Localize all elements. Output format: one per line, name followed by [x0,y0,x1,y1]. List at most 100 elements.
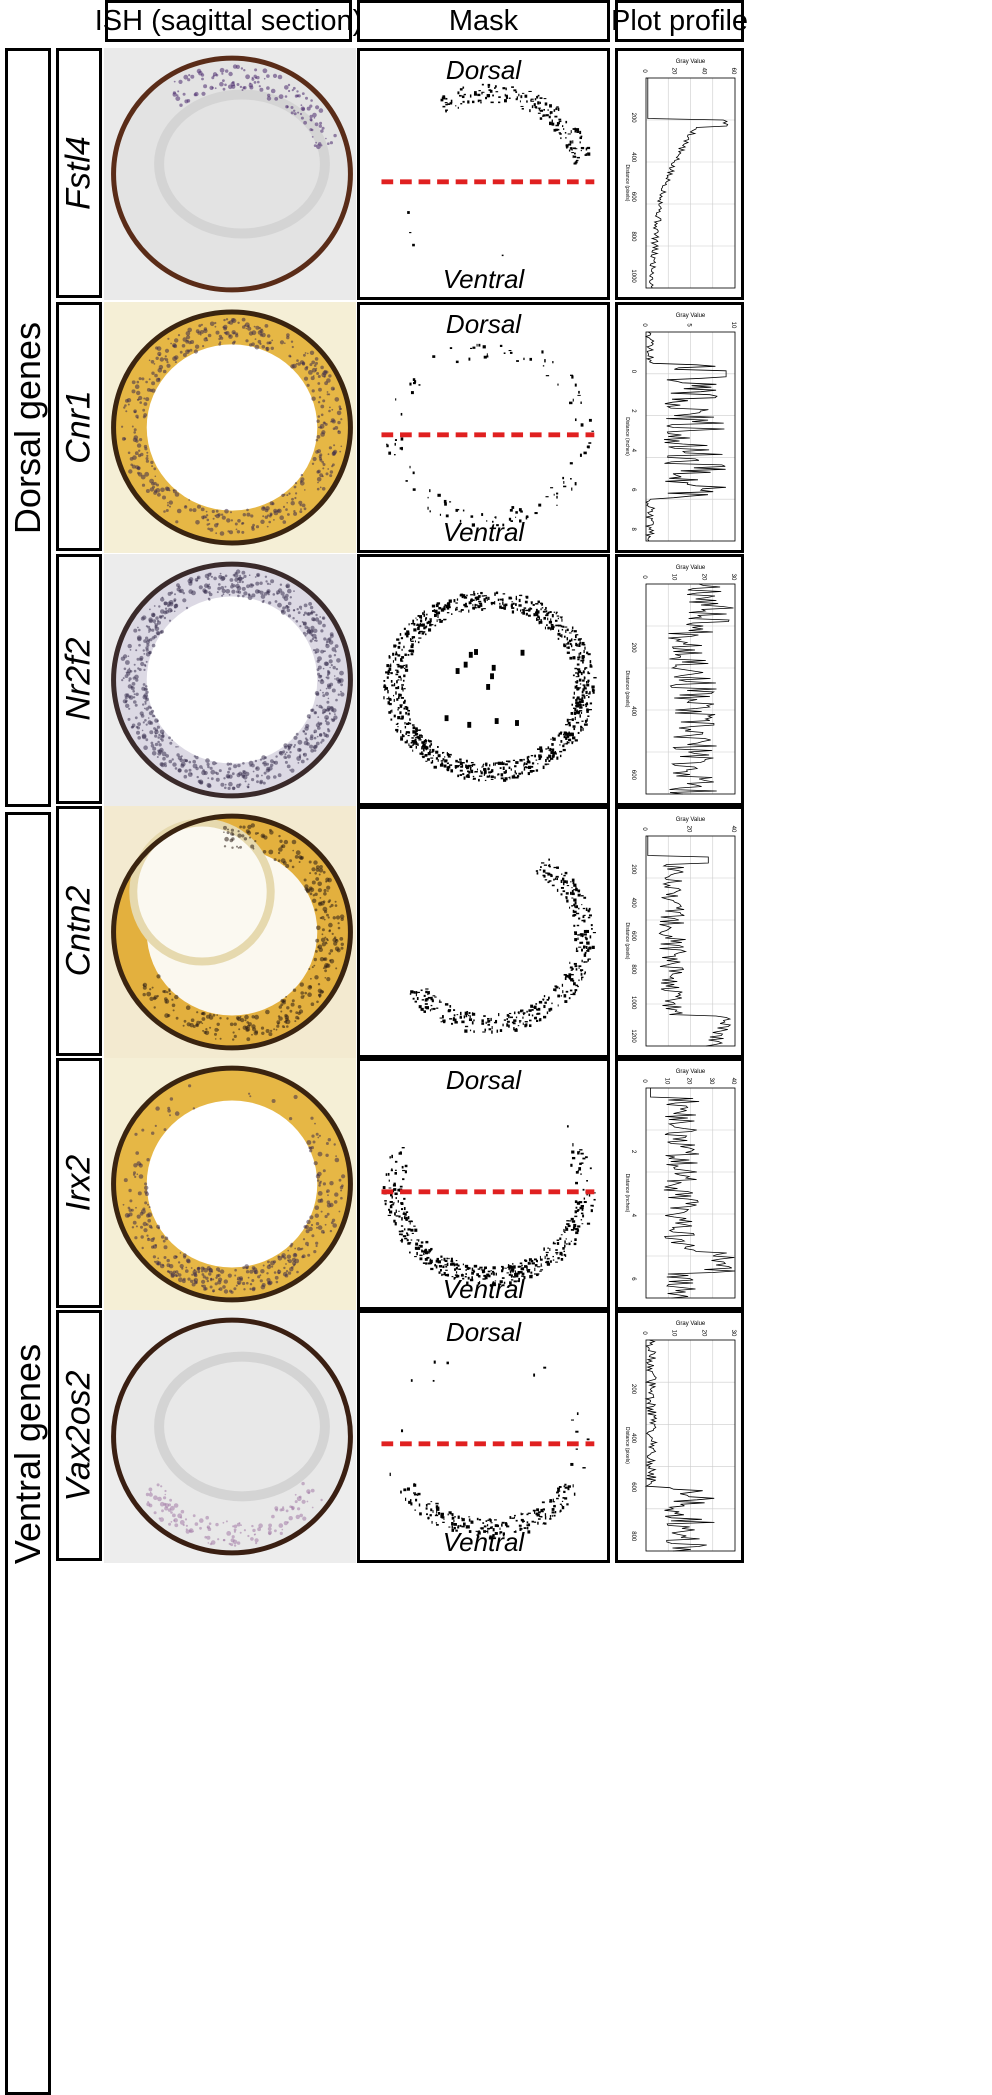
mask-pixel [448,599,452,603]
ish-signal-dot [313,1250,317,1254]
mask-pixel [556,866,559,869]
ish-signal-dot [297,111,300,114]
mask-pixel [413,735,416,737]
ish-signal-dot [324,691,329,696]
mask-pixel [557,624,562,627]
mask-pixel [391,1195,393,1199]
mask-pixel [565,896,567,898]
mask-pixel [465,1273,468,1275]
mask-pixel [513,1027,515,1031]
mask-pixel [568,632,572,634]
ish-signal-dot [155,346,159,350]
mask-pixel [567,133,571,135]
ish-signal-dot [209,527,214,532]
mask-pixel [439,620,443,623]
mask-pixel [449,102,453,105]
mask-pixel [560,617,563,619]
plot-header: Plot profile [611,0,748,42]
mask-pixel [487,1018,490,1020]
ish-signal-dot [197,576,200,579]
mask-pixel [584,667,586,671]
ish-signal-dot [246,1027,251,1032]
mask-pixel [570,1462,574,1466]
ish-signal-dot [132,455,137,460]
mask-pixel [404,706,408,708]
ish-signal-dot [279,515,284,520]
mask-pixel [414,1246,418,1250]
ish-signal-dot [279,1531,283,1535]
mask-pixel [497,598,500,602]
mask-pixel [500,777,504,780]
ish-signal-dot [145,648,149,652]
ish-signal-dot [145,738,149,742]
ish-signal-dot [151,628,155,632]
ish-signal-dot [321,942,327,947]
ish-signal-dot [197,504,201,509]
mask-pixel [515,1519,518,1522]
ish-signal-dot [225,1520,228,1523]
ish-signal-dot [297,762,300,764]
mask-pixel [401,1230,404,1233]
mask-pixel [408,649,411,652]
ish-signal-dot [326,700,330,704]
mask-pixel [481,91,483,95]
mask-pixel [445,1269,448,1271]
ish-signal-dot [311,136,314,138]
mask-pixel [505,1267,507,1269]
mask-pixel [508,517,512,521]
ish-signal-dot [210,575,213,578]
mask-pixel [571,1156,576,1160]
mask-pixel [548,864,551,867]
ish-signal-dot [278,834,281,838]
ish-signal-dot [228,320,234,325]
mask-pixel [458,1268,461,1271]
mask-pixel [388,667,392,671]
mask-pixel [396,698,399,701]
ish-signal-dot [266,86,270,90]
mask-pixel [528,1259,531,1262]
mask-blob [467,721,472,728]
mask-pixel [530,1271,533,1274]
mask-pixel [585,153,587,155]
mask-pixel [425,988,429,990]
ish-signal-dot [311,708,315,712]
mask-pixel [410,1379,413,1382]
mask-pixel [504,99,507,103]
ish-signal-dot [316,470,320,474]
mask-pixel [409,993,412,995]
mask-pixel [421,748,425,750]
mask-pixel [574,905,576,908]
ish-signal-dot [145,652,151,657]
mask-pixel [577,658,580,661]
mask-pixel [524,600,528,604]
mask-pixel [537,107,541,109]
mask-pixel [582,934,584,938]
ish-signal-dot [136,657,140,661]
ish-signal-dot [260,328,263,331]
mask-pixel [424,753,428,757]
ish-signal-dot [251,1015,255,1019]
mask-pixel [499,1527,501,1530]
ish-signal-dot [315,1222,320,1226]
ish-signal-dot [320,722,323,725]
mask-pixel [540,1508,543,1512]
ish-signal-dot [318,1134,321,1137]
ish-signal-dot [298,754,302,757]
mask-pixel [557,1488,560,1491]
ish-signal-dot [232,1525,235,1528]
plot-frame [645,1087,736,1299]
ish-signal-dot [123,654,128,659]
mask-pixel [479,1266,483,1269]
ish-signal-dot [325,1142,329,1145]
ish-signal-dot [146,991,152,997]
ish-signal-dot [128,707,131,710]
mask-pixel [581,690,584,694]
ish-signal-dot [156,1224,160,1229]
plot-frame [645,331,736,542]
ish-signal-dot [227,530,230,533]
ish-signal-dot [266,348,269,352]
mask-pixel [513,1019,517,1022]
mask-pixel [413,382,416,385]
mask-pixel [407,1234,410,1236]
ish-signal-dot [150,744,155,748]
